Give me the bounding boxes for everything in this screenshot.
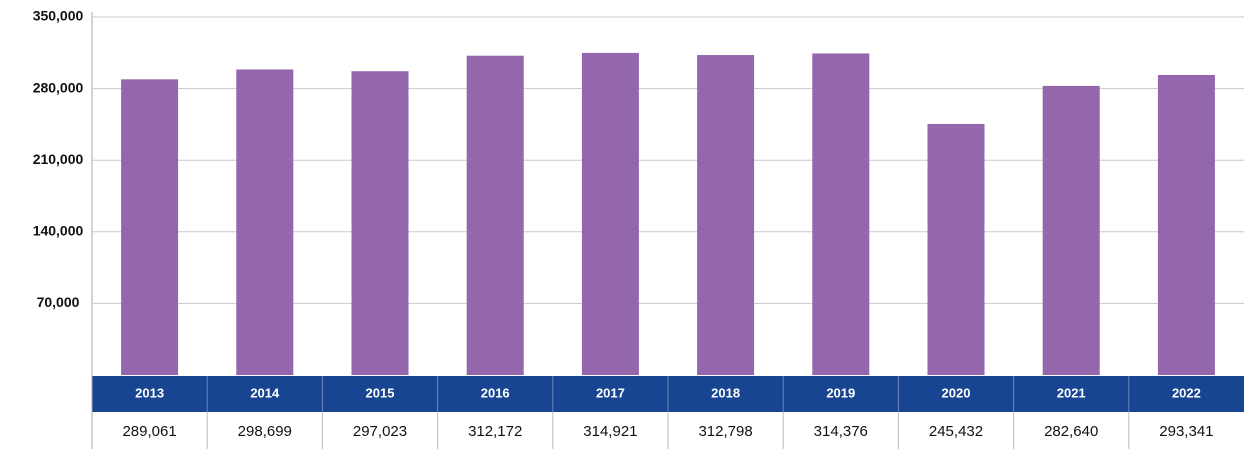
y-tick-label: 280,000 (33, 79, 84, 95)
x-tick-label: 2017 (596, 385, 625, 400)
x-tick-label: 2019 (826, 385, 855, 400)
value-label: 293,341 (1159, 423, 1213, 440)
value-label: 297,023 (353, 423, 407, 440)
value-label: 314,921 (583, 423, 637, 440)
x-tick-label: 2020 (942, 385, 971, 400)
bar (351, 71, 409, 376)
x-tick-label: 2013 (135, 385, 164, 400)
value-label: 289,061 (122, 423, 176, 440)
x-tick-label: 2022 (1172, 385, 1201, 400)
bar (581, 52, 639, 376)
x-tick-label: 2021 (1057, 385, 1086, 400)
value-label: 245,432 (929, 423, 983, 440)
bar (697, 55, 755, 375)
value-label: 312,172 (468, 423, 522, 440)
bar (466, 55, 524, 376)
y-tick-label: 210,000 (33, 151, 84, 167)
x-tick-label: 2016 (481, 385, 510, 400)
bar (236, 69, 294, 375)
bar (1157, 74, 1215, 375)
y-tick-label: 140,000 (33, 223, 84, 239)
value-label: 312,798 (698, 423, 752, 440)
value-label: 298,699 (238, 423, 292, 440)
bar (812, 53, 870, 375)
value-label: 282,640 (1044, 423, 1098, 440)
x-tick-label: 2015 (366, 385, 395, 400)
y-tick-label: 350,000 (33, 8, 84, 24)
value-label: 314,376 (814, 423, 868, 440)
bar (121, 79, 179, 375)
bar (1042, 85, 1100, 375)
x-tick-label: 2014 (250, 385, 280, 400)
x-tick-label: 2018 (711, 385, 740, 400)
bar (927, 123, 985, 375)
y-tick-label: 70,000 (37, 294, 80, 310)
